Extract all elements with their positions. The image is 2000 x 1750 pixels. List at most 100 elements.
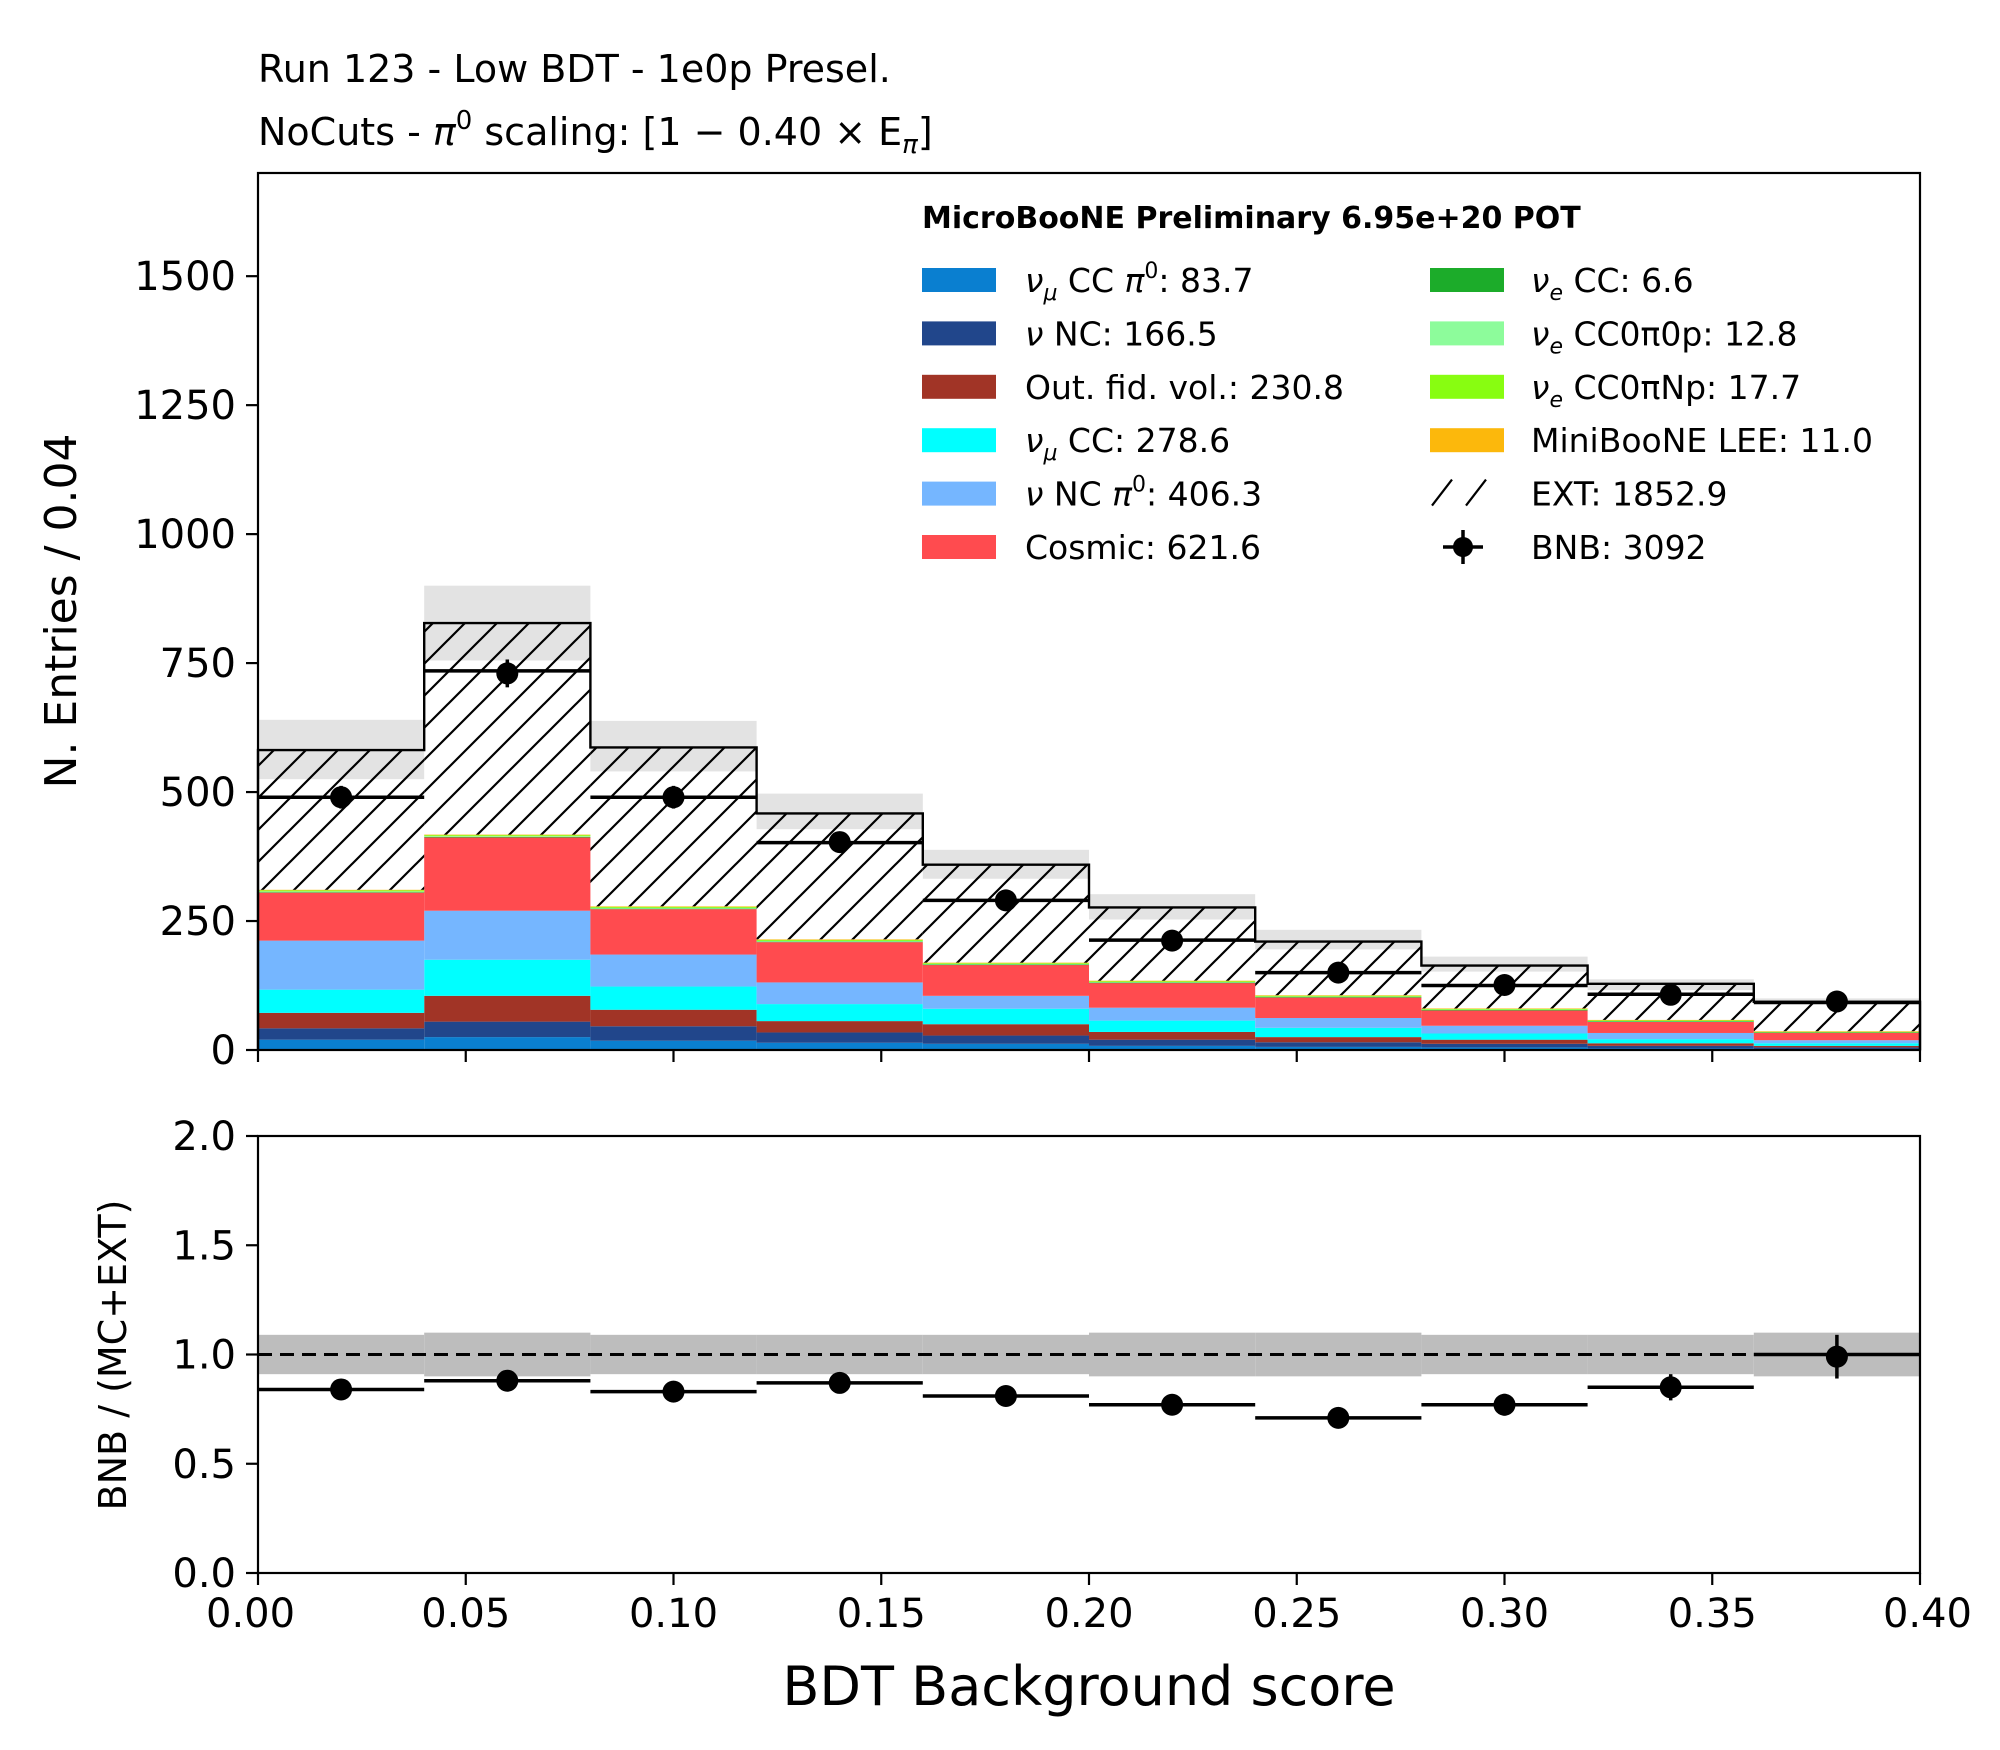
bar-numu_cc bbox=[922, 1008, 1089, 1025]
stacked-histogram bbox=[256, 621, 1922, 1050]
bar-cosmic bbox=[756, 942, 923, 983]
bar-nue_cc0pi0p bbox=[1255, 996, 1422, 998]
bar-nu_nc bbox=[756, 1032, 923, 1043]
bar-nue_cc0piNp bbox=[258, 890, 425, 892]
data-point bbox=[1659, 983, 1682, 1006]
legend-label-nue_cc: νe CC: 6.6 bbox=[1531, 261, 1694, 306]
ratio-point bbox=[1825, 1345, 1848, 1368]
bar-outfv bbox=[590, 1009, 757, 1027]
legend-label-numu_cc: νμ CC: 278.6 bbox=[1025, 421, 1230, 466]
bar-numu_cc bbox=[1255, 1027, 1422, 1038]
legend-label-cosmic: Cosmic: 621.6 bbox=[1025, 528, 1261, 567]
bar-nue_cc0piNp bbox=[424, 835, 591, 837]
bar-lee bbox=[1421, 1008, 1588, 1009]
ratio-point bbox=[1327, 1406, 1350, 1429]
x-tick-label: 0.30 bbox=[1460, 1591, 1549, 1637]
bar-nu_nc bbox=[1753, 1047, 1920, 1049]
top-y-axis-label: N. Entries / 0.04 bbox=[36, 434, 87, 789]
bar-cosmic bbox=[424, 837, 591, 911]
bar-outfv bbox=[756, 1021, 923, 1033]
legend-title: MicroBooNE Preliminary 6.95e+20 POT bbox=[922, 201, 1581, 236]
bar-lee bbox=[424, 834, 591, 836]
bar-numu_cc bbox=[1753, 1043, 1920, 1046]
legend-swatch-nu_nc bbox=[922, 321, 996, 346]
legend-swatch-numu_cc_pi0 bbox=[922, 268, 996, 292]
bar-outfv bbox=[1089, 1031, 1256, 1040]
legend-swatch-numu_cc bbox=[922, 428, 996, 453]
bar-outfv bbox=[258, 1012, 425, 1029]
data-point bbox=[1327, 961, 1350, 984]
chart-title-line1: Run 123 - Low BDT - 1e0p Presel. bbox=[258, 47, 891, 91]
bar-nu_nc_pi0 bbox=[1421, 1025, 1588, 1034]
x-tick-label: 0.15 bbox=[837, 1591, 926, 1637]
bar-nue_cc bbox=[1587, 1021, 1754, 1022]
bnb-data-points bbox=[330, 659, 1848, 1013]
y-tick-label: 1.5 bbox=[172, 1223, 236, 1269]
bar-cosmic bbox=[1089, 982, 1256, 1008]
bottom-y-axis-label: BNB / (MC+EXT) bbox=[91, 1200, 135, 1511]
bar-ext bbox=[258, 750, 425, 890]
legend-swatch-nu_nc_pi0 bbox=[922, 481, 996, 506]
x-tick-label: 0.05 bbox=[421, 1591, 510, 1637]
y-tick-label: 1.0 bbox=[172, 1333, 236, 1379]
bar-nue_cc0pi0p bbox=[922, 963, 1089, 965]
legend-swatch-ext bbox=[1465, 478, 1487, 507]
bar-numu_cc bbox=[258, 989, 425, 1013]
bar-nue_cc bbox=[1753, 1032, 1920, 1033]
bar-lee bbox=[922, 962, 1089, 964]
legend-swatch-nue_cc0piNp bbox=[1430, 374, 1504, 399]
data-point bbox=[496, 662, 519, 685]
bar-nue_cc0piNp bbox=[756, 939, 923, 941]
bar-nu_nc bbox=[1421, 1043, 1588, 1048]
bar-numu_cc bbox=[1421, 1033, 1588, 1040]
bar-numu_cc bbox=[756, 1004, 923, 1022]
bar-lee bbox=[756, 939, 923, 940]
bar-outfv bbox=[1255, 1037, 1422, 1043]
chart-title-line2: NoCuts - π0 scaling: [1 − 0.40 × Eπ] bbox=[258, 106, 933, 160]
bar-outfv bbox=[1753, 1045, 1920, 1048]
bar-nu_nc bbox=[1089, 1039, 1256, 1046]
bar-nue_cc bbox=[1089, 982, 1256, 984]
legend-swatch-nue_cc bbox=[1430, 268, 1504, 292]
bar-nue_cc bbox=[258, 892, 425, 893]
x-tick-label: 0.10 bbox=[629, 1591, 718, 1637]
bar-outfv bbox=[1421, 1039, 1588, 1044]
bar-nue_cc0pi0p bbox=[1089, 982, 1256, 983]
legend: νμ CC π0: 83.7 ν NC: 166.5 Out. fid. vol.:… bbox=[922, 259, 1873, 567]
bar-cosmic bbox=[1753, 1032, 1920, 1041]
bar-nue_cc0piNp bbox=[1089, 981, 1256, 983]
legend-label-numu_cc_pi0: νμ CC π0: 83.7 bbox=[1025, 259, 1253, 306]
legend-label-nue_cc0pi0p: νe CC0π0p: 12.8 bbox=[1531, 314, 1797, 359]
bar-numu_cc_pi0 bbox=[922, 1043, 1089, 1050]
y-tick-label: 0.5 bbox=[172, 1442, 236, 1488]
data-point bbox=[1493, 973, 1516, 996]
bar-nue_cc bbox=[922, 964, 1089, 966]
y-tick-label: 1500 bbox=[134, 254, 236, 300]
x-axis: 0.00 0.05 0.10 0.15 0.20 0.25 0.30 0.35 0.40 bbox=[206, 1050, 1972, 1637]
bar-lee bbox=[1255, 995, 1422, 996]
ratio-point bbox=[330, 1378, 353, 1401]
bar-nue_cc bbox=[756, 941, 923, 943]
bar-lee bbox=[590, 906, 757, 907]
bar-cosmic bbox=[1255, 997, 1422, 1019]
bar-nue_cc0pi0p bbox=[258, 891, 425, 893]
y-tick-label: 750 bbox=[160, 641, 236, 687]
bar-nu_nc bbox=[922, 1035, 1089, 1044]
bar-nu_nc bbox=[424, 1021, 591, 1038]
bar-nu_nc bbox=[1587, 1045, 1754, 1049]
ratio-point bbox=[828, 1371, 851, 1394]
bottom-y-axis: 0.0 0.5 1.0 1.5 2.0 bbox=[172, 1114, 258, 1597]
legend-swatch-lee bbox=[1430, 428, 1504, 453]
bar-cosmic bbox=[1421, 1010, 1588, 1026]
bar-numu_cc_pi0 bbox=[424, 1037, 591, 1050]
legend-swatch-ext bbox=[1431, 478, 1453, 507]
ratio-points bbox=[330, 1334, 1848, 1429]
bar-lee bbox=[1587, 1019, 1754, 1021]
bar-nu_nc_pi0 bbox=[756, 982, 923, 1005]
data-point bbox=[828, 831, 851, 854]
legend-swatch-bnb bbox=[1453, 537, 1473, 557]
bar-nue_cc0pi0p bbox=[1421, 1009, 1588, 1011]
bar-nue_cc0pi0p bbox=[424, 836, 591, 837]
bar-nu_nc bbox=[258, 1028, 425, 1040]
bar-lee bbox=[258, 889, 425, 891]
